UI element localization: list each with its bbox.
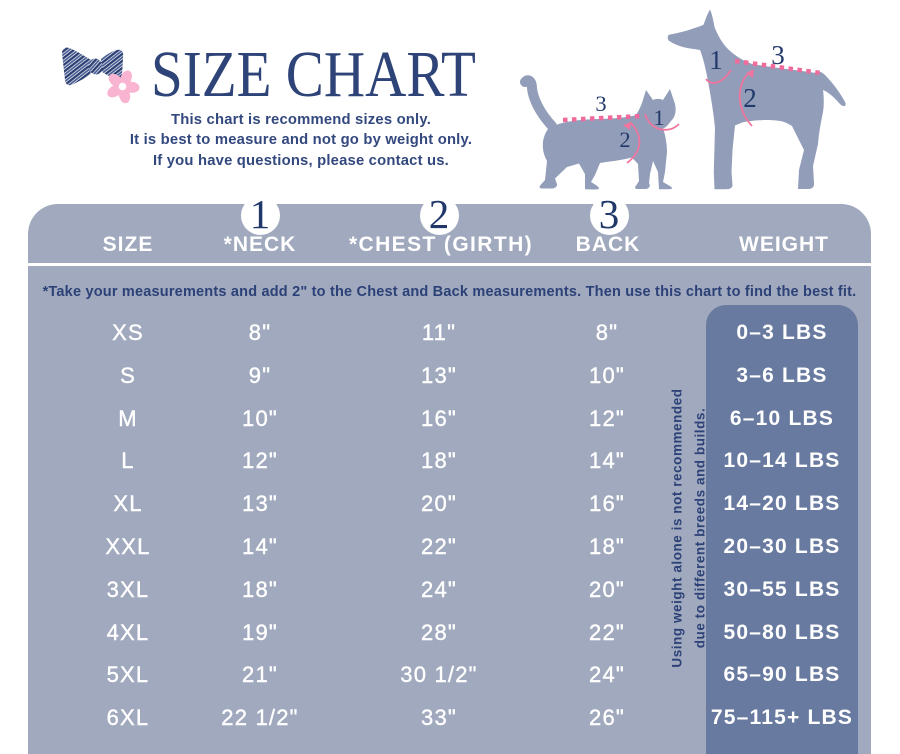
svg-text:2: 2 (619, 127, 630, 152)
svg-text:1: 1 (709, 45, 723, 75)
svg-text:2: 2 (743, 83, 757, 113)
svg-text:3: 3 (595, 91, 606, 116)
svg-text:3: 3 (771, 40, 785, 70)
svg-text:1: 1 (653, 105, 664, 130)
